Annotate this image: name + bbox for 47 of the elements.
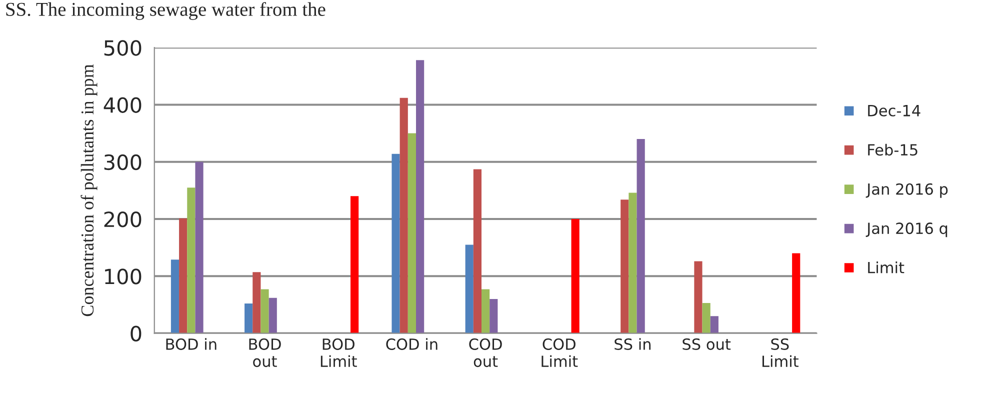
y-tick-label: 300 <box>104 154 142 170</box>
x-tick-label: SS Limit <box>762 338 798 367</box>
x-tick-label: BOD out <box>249 338 281 368</box>
bar <box>195 162 204 334</box>
y-tick-label: 400 <box>104 97 142 113</box>
bar <box>408 133 416 334</box>
x-tick-label: COD in <box>386 338 438 350</box>
x-tick-label: BOD in <box>166 338 216 350</box>
bar <box>694 261 702 334</box>
x-tick-label: BOD Limit <box>320 338 357 367</box>
bar <box>252 272 261 334</box>
y-tick-label: 100 <box>105 268 142 284</box>
bar <box>465 244 474 334</box>
bar <box>490 298 498 334</box>
legend-label: Dec-14 <box>868 105 920 116</box>
x-tick-label: SS out <box>682 338 731 350</box>
bar <box>244 304 253 334</box>
legend-label: Jan 2016 p <box>866 183 948 198</box>
bar <box>350 196 359 334</box>
bar <box>620 200 629 334</box>
legend-label: Feb-15 <box>868 144 918 156</box>
y-tick-label: 200 <box>104 211 142 228</box>
text: SS. The incoming sewage water from the <box>6 2 326 20</box>
bar <box>179 218 188 334</box>
bar <box>400 98 408 334</box>
bar <box>636 139 645 334</box>
bar <box>702 302 710 334</box>
bar <box>628 192 637 334</box>
legend-label: Jan 2016 q <box>866 222 948 238</box>
bar <box>392 154 400 334</box>
y-tick-label: 500 <box>104 40 142 56</box>
bar <box>187 188 196 334</box>
bar <box>571 219 580 334</box>
bar <box>268 298 277 334</box>
bar <box>416 60 424 334</box>
legend-label: Limit <box>868 262 904 274</box>
bar <box>482 289 490 334</box>
bar <box>260 289 269 334</box>
bar <box>170 260 180 334</box>
bar <box>710 316 718 334</box>
x-tick-label: COD Limit <box>542 338 578 367</box>
bar <box>792 253 800 334</box>
y-axis-title: Concentration of pollutants in ppm <box>80 64 98 316</box>
y-tick-label: 0 <box>130 326 142 342</box>
x-tick-label: COD out <box>469 338 502 368</box>
x-tick-label: SS in <box>614 338 651 350</box>
bar <box>473 169 482 334</box>
